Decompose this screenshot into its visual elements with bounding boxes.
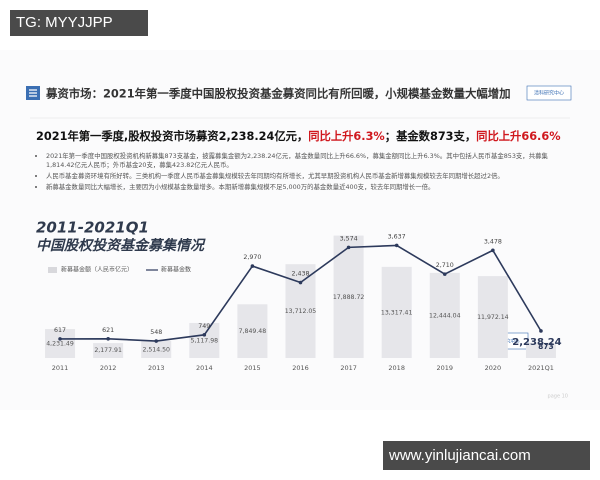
line-point [394,243,399,248]
chart-title: 2011-2021Q1 [36,219,149,237]
line-value-label: 548 [150,329,162,336]
watermark: www.yinlujiancai.com [383,441,590,470]
bar [333,235,364,358]
line-value-label: 2,970 [243,254,261,261]
x-tick-label: 2018 [388,364,405,372]
x-tick-label: 2017 [340,364,357,372]
x-tick-label: 2011 [52,364,69,372]
line-value-label: 3,574 [340,235,358,242]
x-tick-label: 2012 [100,364,117,372]
line-value-label: 621 [102,327,114,334]
line-value-label: 749 [198,323,210,330]
bar [141,340,172,358]
line-point [154,339,159,343]
line-value-label: 617 [54,327,66,334]
logo [526,85,572,101]
bar [93,343,124,358]
line-point [250,264,255,268]
bullet: 2021年第一季度中国股权投资机构新募集873支基金，披露募集金额为2,238.… [46,152,571,170]
bar [189,322,220,358]
chart-subtitle: 中国股权投资基金募集情况 [36,237,206,254]
bar [429,272,460,358]
line-value-label: 3,637 [388,233,406,240]
subheading: 2021年第一季度,股权投资市场募资2,238.24亿元，同比上升6.3%；基金… [36,128,561,144]
line-point [298,280,303,285]
legend-swatch [48,267,57,273]
x-tick-label: 2016 [292,364,309,372]
bullet: 新募基金数量同比大幅增长，主要因为小规模基金数量增多。本期新增募集规模不足5,0… [46,183,571,192]
legend-label: 新募基金数 [161,266,191,274]
line-point [442,272,447,276]
line-point [106,336,110,341]
line-point [346,245,351,250]
line-point [491,248,495,253]
subheading-part: 2021年第一季度,股权投资市场募资2,238.24亿元， [36,130,309,143]
x-tick-label: 2020 [485,364,502,372]
bar [381,266,412,358]
bar-value-label: 2,238.24 [512,337,561,348]
bar [525,342,556,358]
line-value-label: 2,710 [436,262,454,269]
subheading-part: ；基金数873支， [384,130,477,143]
bar-value-label: 11,972.14 [477,314,509,321]
title-icon-lines [29,89,37,97]
legend-label: 新募基金额（人民币亿元） [61,266,133,274]
bar-value-label: 2,177.91 [94,347,122,354]
line-value-label: 3,478 [484,238,502,245]
bar-value-label: 7,849.48 [239,328,267,335]
subheading-highlight: 同比上升6.3% [308,130,385,143]
bullet-list: 2021年第一季度中国股权投资机构新募集873支基金，披露募集金额为2,238.… [38,152,571,194]
bar-value-label: 2,514.50 [142,346,170,353]
bar [45,329,76,358]
page-number: page 10 [548,394,568,400]
logo-text: 清科研究中心 [534,90,564,97]
x-tick-label: 2015 [244,364,261,372]
x-tick-label: 2021Q1 [528,364,554,372]
bar-value-label: 5,117.98 [191,337,219,344]
x-tick-label: 2014 [196,364,213,372]
bar-value-label: 17,888.72 [333,294,365,301]
bar-value-label: 4,231.49 [46,341,74,348]
bar [477,276,508,358]
bar-value-label: 12,444.04 [429,312,461,319]
line-value-label: 2,438 [291,271,309,278]
line-point [202,333,207,337]
line-point [58,337,62,341]
bar [237,304,268,358]
bar-value-label: 13,317.41 [381,309,413,316]
slide-title: 募资市场：2021年第一季度中国股权投资基金募资同比有所回暖，小规模基金数量大幅… [45,87,511,101]
x-tick-label: 2013 [148,364,165,372]
line-point [539,329,543,333]
bar-value-label: 13,712.05 [285,308,317,315]
subheading-highlight: 同比上升66.6% [476,130,561,143]
x-tick-label: 2019 [436,364,453,372]
line-value-label: 873 [538,342,554,351]
bullet: 人民币基金募资环境有所好转。三类机构一季度人民币基金募集规模较去年同期均有所增长… [46,172,571,181]
watermark: TG: MYYJJPP [10,10,148,36]
